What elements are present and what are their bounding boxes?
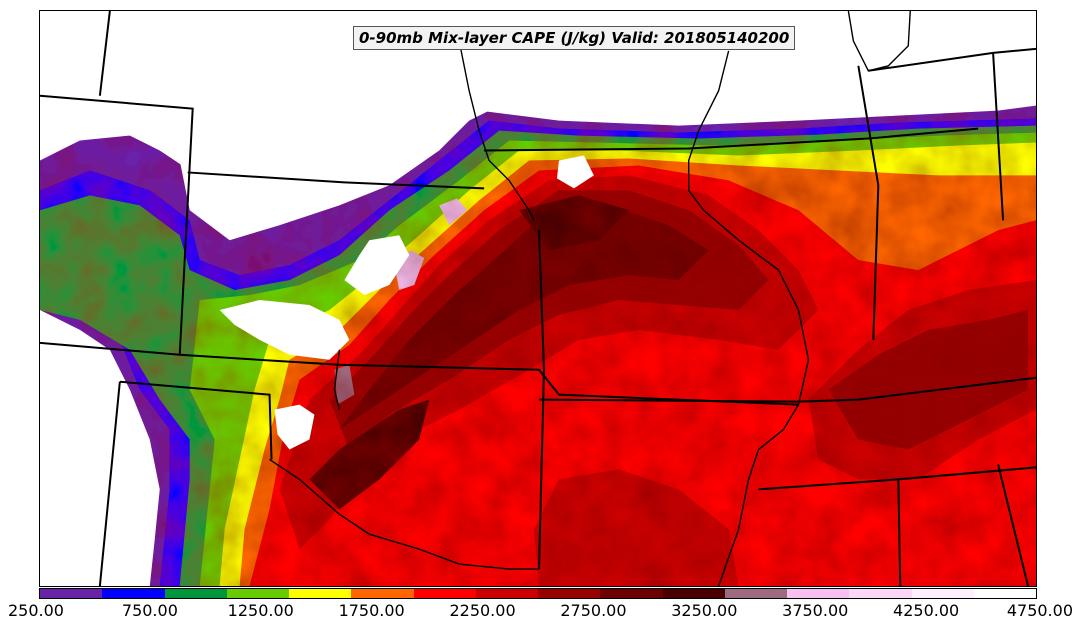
colorbar-segment (538, 589, 601, 598)
colorbar-segment (289, 589, 352, 598)
boundary-line (458, 40, 535, 221)
boundary-line (687, 50, 810, 586)
no-cape-northwest (40, 11, 1036, 211)
colorbar-segment (164, 589, 227, 598)
cape-band-3750-b (439, 198, 468, 226)
cape-map: 0-90mb Mix-layer CAPE (J/kg) Valid: 2018… (39, 10, 1037, 587)
cape-band-3500 (334, 364, 355, 405)
boundary-line (484, 127, 979, 152)
boundary-line (269, 458, 539, 570)
colorbar-segment (787, 589, 850, 598)
boundary-line (992, 52, 1005, 221)
boundary-line (868, 47, 1036, 72)
no-cape-nebraska (274, 404, 315, 450)
colorbar-segment (600, 589, 663, 598)
colorbar-segment (351, 589, 414, 598)
colorbar-tick-label: 750.00 (121, 601, 178, 620)
state-boundaries (40, 11, 1036, 586)
boundary-line (333, 349, 341, 410)
colorbar-tick-label: 4750.00 (1006, 601, 1073, 620)
colorbar-tick-label: 2750.00 (560, 601, 627, 620)
colorbar-segment (911, 589, 974, 598)
colorbar-tick-label: 1750.00 (338, 601, 405, 620)
colorbar-segment (226, 589, 289, 598)
boundary-line (98, 381, 121, 586)
colorbar-segment (413, 589, 476, 598)
boundary-line (538, 230, 545, 570)
boundary-line (40, 341, 799, 406)
boundary-line (119, 380, 273, 460)
colorbar-tick-label: 250.00 (8, 601, 64, 620)
boundary-line (538, 376, 1036, 403)
boundary-line (997, 464, 1029, 586)
cape-band-2500-south (534, 469, 739, 586)
colorbar-tick-label: 2250.00 (449, 601, 516, 620)
cape-band-2750-east (828, 309, 1029, 450)
colorbar-tick-label: 4250.00 (893, 601, 960, 620)
cape-field (40, 11, 1036, 586)
colorbar-tick-label: 3750.00 (782, 601, 849, 620)
boundary-line (847, 11, 911, 72)
colorbar-segment (102, 589, 165, 598)
colorbar-tick-label: 3250.00 (671, 601, 738, 620)
cape-fill-layers (40, 105, 1036, 586)
colorbar-segment (662, 589, 725, 598)
colorbar-segment (973, 589, 1036, 598)
boundary-line (40, 94, 194, 355)
no-cape-plains (219, 299, 350, 360)
no-cape-southwest (40, 309, 160, 586)
colorbar-segment (40, 589, 103, 598)
river-lines (269, 11, 911, 586)
colorbar-segment (475, 589, 538, 598)
cape-band-3250-b (519, 195, 629, 251)
colorbar-labels: 250.00 750.00 1250.00 1750.00 2250.00 2750.00… (0, 601, 1081, 623)
colorbar-segment (849, 589, 912, 598)
no-cape-dakota (344, 235, 410, 296)
no-cape-pocket (556, 155, 594, 189)
map-title: 0-90mb Mix-layer CAPE (J/kg) Valid: 2018… (353, 26, 796, 50)
boundary-line (187, 171, 485, 190)
cape-band-3250 (309, 399, 430, 510)
colorbar-segment (724, 589, 787, 598)
cape-band-3000 (339, 205, 709, 430)
boundary-line (897, 479, 902, 586)
boundary-line (857, 65, 880, 340)
boundary-line (98, 11, 111, 96)
no-cape-areas (40, 11, 1036, 586)
colorbar-tick-label: 1250.00 (227, 601, 294, 620)
colorbar (39, 588, 1037, 599)
